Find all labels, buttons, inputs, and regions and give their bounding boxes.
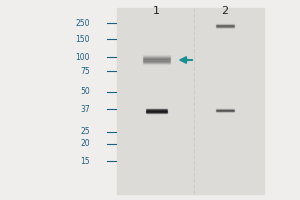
Bar	[216, 109, 234, 110]
Text: 1: 1	[152, 6, 160, 16]
Bar	[216, 26, 234, 27]
Bar	[142, 57, 170, 58]
Text: 250: 250	[76, 19, 90, 27]
Bar	[146, 112, 167, 113]
Text: 50: 50	[80, 88, 90, 97]
Bar	[142, 61, 170, 62]
Bar	[216, 110, 234, 111]
Bar	[142, 55, 170, 56]
Bar	[216, 24, 234, 25]
Bar	[142, 60, 170, 61]
Text: 15: 15	[80, 156, 90, 166]
Bar	[216, 25, 234, 26]
Text: 2: 2	[221, 6, 229, 16]
Text: 37: 37	[80, 104, 90, 114]
Text: 100: 100	[76, 52, 90, 62]
Bar	[216, 27, 234, 28]
Bar	[117, 8, 264, 194]
Text: 20: 20	[80, 140, 90, 148]
Bar	[142, 63, 170, 64]
Bar	[146, 111, 167, 112]
Text: 25: 25	[80, 128, 90, 136]
Bar	[146, 109, 167, 110]
Bar	[142, 59, 170, 60]
Bar	[216, 111, 234, 112]
Bar	[142, 56, 170, 57]
Text: 75: 75	[80, 66, 90, 75]
Bar	[142, 62, 170, 63]
Bar	[142, 58, 170, 59]
Text: 150: 150	[76, 34, 90, 44]
